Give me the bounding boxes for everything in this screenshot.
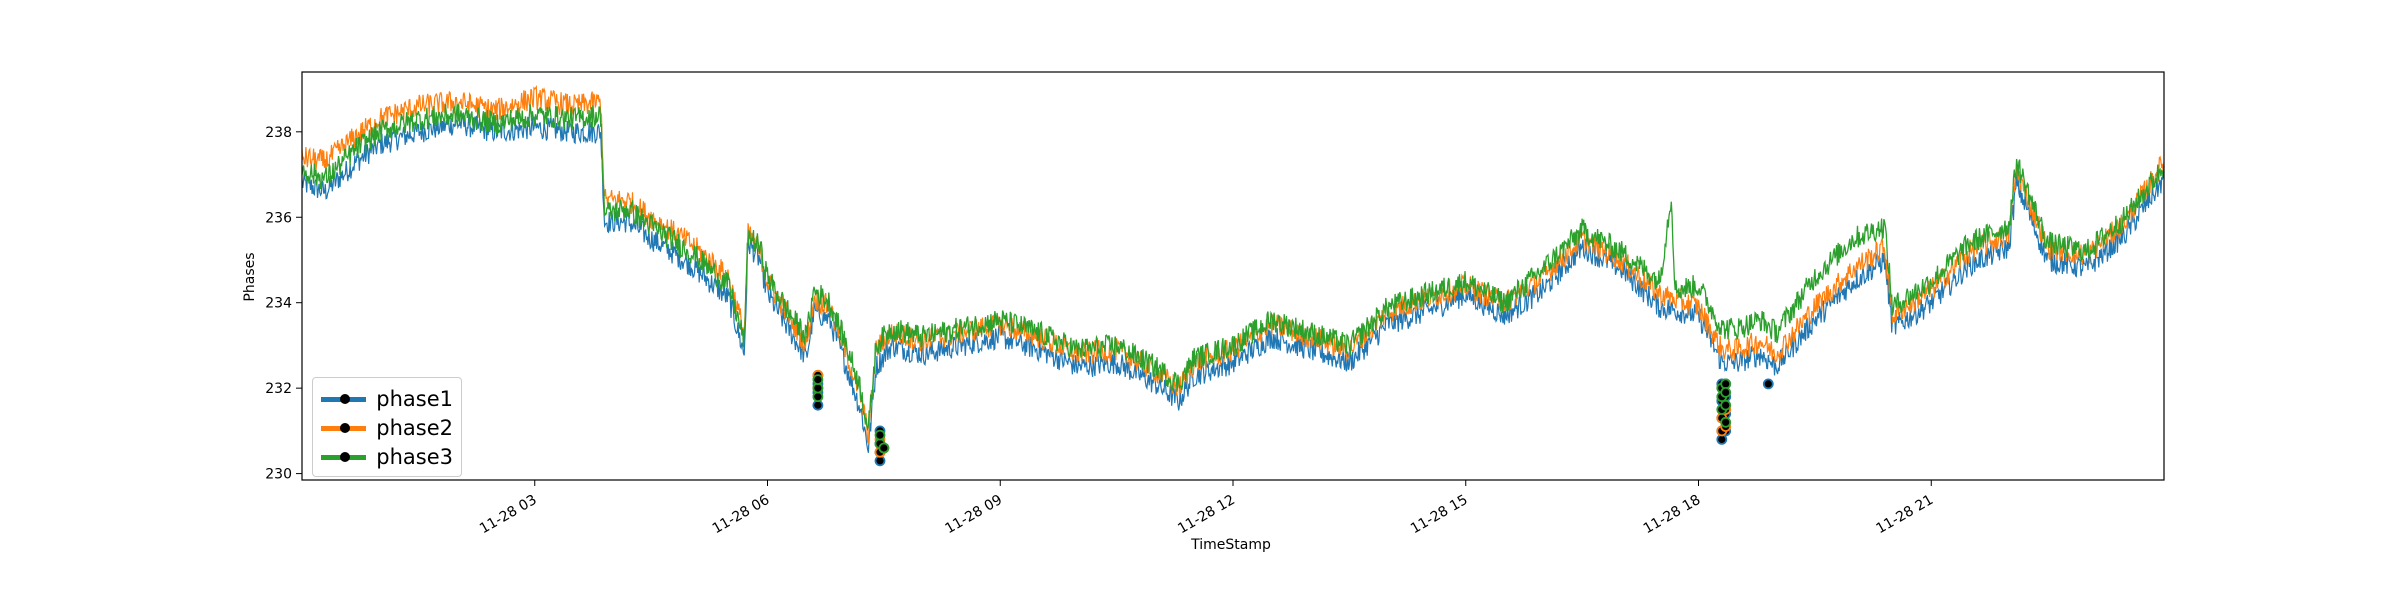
x-tick-label: 11-28 03 — [477, 492, 540, 537]
legend-swatch-phase1 — [321, 384, 367, 413]
x-axis-label: TimeStamp — [1190, 537, 1271, 553]
y-tick-label: 232 — [265, 381, 292, 397]
anomaly-marker-layer — [812, 369, 1774, 467]
anomaly-point-phase3 — [874, 429, 886, 441]
legend-swatch-phase3 — [321, 442, 367, 471]
y-tick-label: 236 — [265, 210, 292, 226]
legend: phase1 phase2 phase3 — [312, 377, 462, 477]
legend-label-phase2: phase2 — [376, 415, 453, 440]
series-line-phase3 — [301, 104, 2165, 432]
anomaly-point-phase1 — [1762, 378, 1774, 390]
anomaly-point-phase1 — [874, 455, 886, 467]
anomaly-point-phase3 — [1720, 399, 1732, 411]
y-axis-label: Phases — [242, 252, 258, 301]
legend-item-phase2: phase2 — [321, 413, 453, 442]
x-tick-label: 11-28 06 — [710, 492, 773, 537]
legend-marker-icon — [340, 423, 350, 433]
x-tick-label: 11-28 12 — [1175, 492, 1238, 537]
legend-marker-icon — [340, 452, 350, 462]
legend-item-phase3: phase3 — [321, 442, 453, 471]
y-tick-label: 238 — [265, 125, 292, 141]
anomaly-point-phase3 — [1720, 416, 1732, 428]
anomaly-point-phase3 — [812, 374, 824, 386]
legend-swatch-phase2 — [321, 413, 367, 442]
legend-marker-icon — [340, 394, 350, 404]
anomaly-point-phase3 — [878, 442, 890, 454]
y-axis: 230 232 234 236 238 — [265, 125, 302, 483]
x-tick-label: 11-28 09 — [943, 492, 1006, 537]
x-axis: 11-28 03 11-28 06 11-28 09 11-28 12 11-28 15… — [477, 480, 1936, 537]
legend-label-phase3: phase3 — [376, 444, 453, 469]
series-layer — [301, 84, 2165, 453]
x-tick-label: 11-28 15 — [1408, 492, 1471, 537]
y-tick-label: 230 — [265, 467, 292, 483]
series-line-phase1 — [301, 113, 2165, 453]
anomaly-point-phase3 — [812, 391, 824, 403]
anomaly-point-phase3 — [1720, 386, 1732, 398]
x-tick-label: 11-28 21 — [1874, 492, 1937, 537]
legend-item-phase1: phase1 — [321, 384, 453, 413]
y-tick-label: 234 — [265, 296, 292, 312]
legend-label-phase1: phase1 — [376, 386, 453, 411]
x-tick-label: 11-28 18 — [1641, 492, 1704, 537]
